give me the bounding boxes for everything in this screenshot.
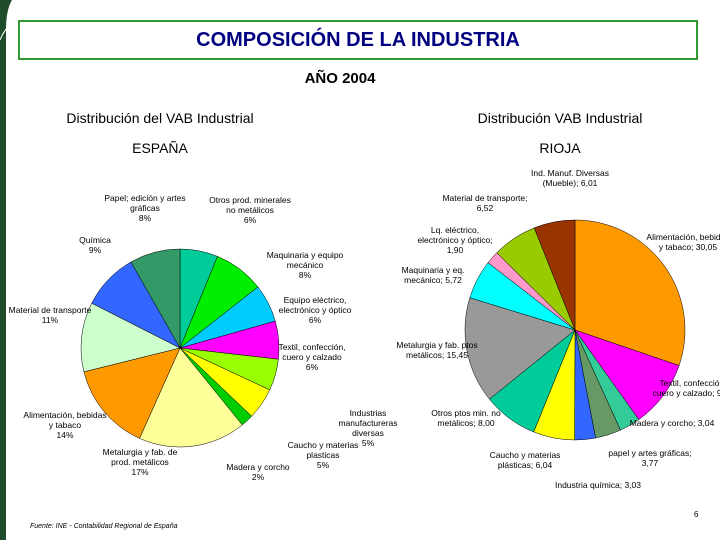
category-label: Madera y corcho	[226, 462, 290, 472]
category-label: papel y artes gráficas;	[608, 448, 692, 458]
value-label: 6%	[305, 362, 319, 372]
slice-label: Madera y corcho 2%	[214, 462, 302, 482]
value-label: 6,01	[580, 178, 598, 188]
pie-slice	[80, 302, 181, 373]
slice-label: Madera y corcho; 3,04	[628, 418, 716, 428]
value-label: 8%	[298, 270, 312, 280]
value-label: 6,04	[535, 460, 553, 470]
slice-label: papel y artes gráficas; 3,77	[606, 448, 694, 468]
value-label: 11%	[41, 315, 59, 325]
value-label: 3,03	[624, 480, 641, 490]
page-number: 6	[694, 510, 699, 519]
slice-label: Lq. eléctrico, electrónico y óptico; 1,9…	[411, 225, 499, 255]
value-label: 15,45	[446, 350, 468, 360]
chart-subtitle: ESPAÑA	[132, 140, 188, 156]
category-label: Madera y corcho;	[629, 418, 696, 428]
chart-title: Distribución VAB Industrial	[477, 110, 643, 126]
category-label: Equipo eléctrico, electrónico y óptico	[278, 295, 352, 315]
chart-title: Distribución del VAB Industrial	[66, 110, 254, 126]
value-label: 9,86	[716, 388, 720, 398]
pie-slice	[574, 219, 686, 366]
slice-label: Química 9%	[51, 235, 139, 255]
slice-label: Caucho y materias plásticas; 6,04	[481, 450, 569, 470]
value-label: 3,77	[641, 458, 659, 468]
slice-label: Material de transporte; 6,52	[441, 193, 529, 213]
value-label: 2%	[251, 472, 265, 482]
slice-label: Metalurgia y fab. ptos metálicos; 15,45	[393, 340, 481, 360]
category-label: Metalurgia y fab. ptos metálicos;	[396, 340, 478, 360]
slice-label: Papel; edición y artes gráficas 8%	[101, 193, 189, 223]
value-label: 30,05	[695, 242, 718, 252]
value-label: 5%	[316, 460, 330, 470]
value-label: 8,00	[478, 418, 495, 428]
value-label: 5%	[361, 438, 375, 448]
frame-curve	[0, 11, 31, 41]
slice-label: Caucho y materias plasticas 5%	[279, 440, 367, 470]
category-label: Alimentación, bebidas y tabaco;	[646, 232, 720, 252]
category-label: Otros prod. minerales no metálicos	[209, 195, 291, 215]
category-label: Caucho y materias plasticas	[287, 440, 359, 460]
slice-label: Otros prod. minerales no metálicos 6%	[206, 195, 294, 225]
slice-label: Maquinaria y equipo mecánico 8%	[261, 250, 349, 280]
value-label: 9%	[88, 245, 102, 255]
value-label: 5,72	[445, 275, 462, 285]
slice-label: Textil, confección, cuero y calzado 6%	[268, 342, 356, 372]
value-label: 6%	[308, 315, 322, 325]
category-label: Otros ptos min. no metálicos;	[431, 408, 501, 428]
slice-label: Industria química; 3,03	[554, 480, 642, 490]
pie-slice	[139, 347, 243, 448]
value-label: 6%	[243, 215, 257, 225]
category-label: Material de transporte;	[442, 193, 528, 203]
slice-label: Maquinaria y eq. mecánico; 5,72	[389, 265, 477, 285]
value-label: 1,90	[446, 245, 464, 255]
source: Fuente: INE - Contabilidad Regional de E…	[30, 523, 178, 530]
pie-slice	[83, 347, 181, 439]
frame-edge	[0, 0, 12, 540]
slice-label: Equipo eléctrico, electrónico y óptico 6%	[271, 295, 359, 325]
slice-label: Otros ptos min. no metálicos; 8,00	[422, 408, 510, 428]
value-label: 3,04	[697, 418, 715, 428]
value-label: 14%	[56, 430, 74, 440]
category-label: Maquinaria y equipo mecánico	[266, 250, 344, 270]
slice-label: Metalurgia y fab. de prod. metálicos 17%	[96, 447, 184, 477]
category-label: Papel; edición y artes gráficas	[104, 193, 186, 213]
category-label: Ind. Manuf. Diversas (Mueble);	[531, 168, 609, 188]
value-label: 17%	[131, 467, 149, 477]
category-label: Caucho y materias plásticas;	[489, 450, 561, 470]
pie-slice	[464, 297, 576, 400]
category-label: Textil, confección, cuero y calzado;	[652, 378, 720, 398]
pie-slice	[130, 248, 181, 349]
category-label: Material de transporte	[8, 305, 92, 315]
slice-label: Industrias manufactureras diversas 5%	[324, 408, 412, 448]
pie-slice	[533, 219, 576, 331]
category-label: Química	[79, 235, 111, 245]
slice-label: Material de transporte 11%	[6, 305, 94, 325]
category-label: Maquinaria y eq. mecánico;	[401, 265, 465, 285]
category-label: Alimentación, bebidas y tabaco	[23, 410, 107, 430]
slice-label: Alimentación, bebidas y tabaco; 30,05	[644, 232, 720, 252]
category-label: Industria química;	[554, 480, 623, 490]
slice-label: Textil, confección, cuero y calzado; 9,8…	[649, 378, 720, 398]
slice-label: Ind. Manuf. Diversas (Mueble); 6,01	[526, 168, 614, 188]
value-label: 6,52	[476, 203, 494, 213]
value-label: 8%	[138, 213, 152, 223]
subtitle: AÑO 2004	[304, 70, 376, 87]
category-label: Textil, confección, cuero y calzado	[278, 342, 346, 362]
slice-label: Alimentación, bebidas y tabaco 14%	[21, 410, 109, 440]
category-label: Lq. eléctrico, electrónico y óptico;	[417, 225, 493, 245]
chart-subtitle: RIOJA	[539, 140, 581, 156]
category-label: Industrias manufactureras diversas	[338, 408, 398, 438]
title: COMPOSICIÓN DE LA INDUSTRIA	[18, 20, 698, 60]
category-label: Metalurgia y fab. de prod. metálicos	[102, 447, 178, 467]
